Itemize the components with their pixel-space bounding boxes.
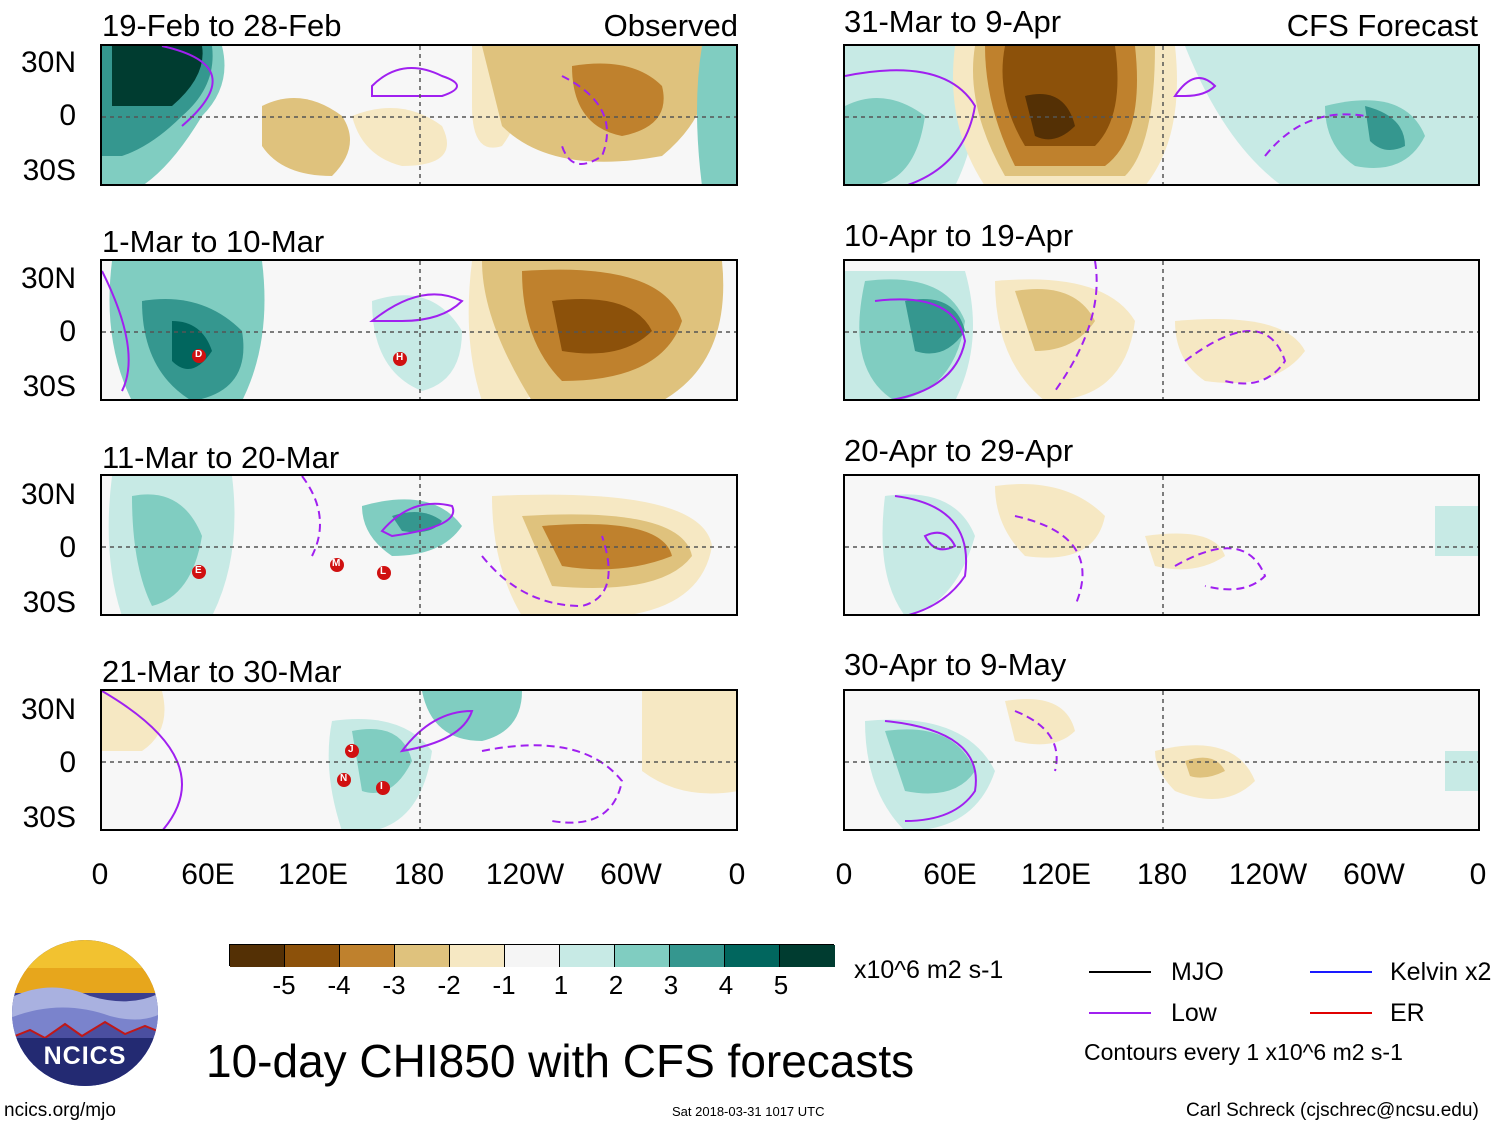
- colorbar-cell: [395, 945, 450, 967]
- lon-label: 180: [393, 858, 445, 891]
- legend-line-kelvin: [1310, 971, 1372, 973]
- map-panel-5: [843, 44, 1480, 186]
- colorbar-tick-label: -1: [492, 970, 516, 1000]
- panel-title: 10-Apr to 19-Apr: [844, 218, 1074, 253]
- logo-text: NCICS: [43, 1042, 127, 1070]
- colorbar-cell: [230, 945, 285, 967]
- colorbar-cell: [560, 945, 615, 967]
- lat-label: 30S: [22, 154, 76, 187]
- map-panel-7: [843, 474, 1480, 616]
- lon-label: 0: [1469, 858, 1487, 891]
- lon-label: 60W: [600, 858, 662, 891]
- colorbar-cell: [670, 945, 725, 967]
- colorbar-tick-label: 5: [773, 970, 789, 1000]
- storm-marker-label: D: [195, 349, 203, 360]
- lon-label: 60W: [1343, 858, 1405, 891]
- lat-label: 30N: [20, 693, 76, 726]
- lat-label: 30S: [22, 586, 76, 619]
- lat-label: 30N: [20, 46, 76, 79]
- storm-marker-label: L: [380, 566, 387, 577]
- storm-marker-label: J: [348, 744, 354, 755]
- footer-url: ncics.org/mjo: [4, 1100, 116, 1121]
- lon-label: 60E: [923, 858, 977, 891]
- colorbar-cell: [505, 945, 560, 967]
- legend-line-er: [1310, 1012, 1372, 1014]
- colorbar-tick-label: -4: [327, 970, 351, 1000]
- lat-label: 0: [59, 746, 76, 779]
- colorbar-units: x10^6 m2 s-1: [854, 956, 1004, 984]
- footer-timestamp: Sat 2018-03-31 1017 UTC: [672, 1104, 825, 1119]
- storm-marker-label: N: [340, 773, 348, 784]
- panel-title: 21-Mar to 30-Mar: [102, 654, 342, 689]
- lon-label: 120W: [485, 858, 565, 891]
- colorbar-tick-label: -2: [437, 970, 461, 1000]
- main-title: 10-day CHI850 with CFS forecasts: [206, 1035, 915, 1087]
- lon-label: 120W: [1228, 858, 1308, 891]
- lat-label: 0: [59, 99, 76, 132]
- colorbar: [229, 944, 835, 967]
- colorbar-tick-label: 2: [608, 970, 624, 1000]
- colorbar-cell: [450, 945, 505, 967]
- lon-label: 0: [91, 858, 109, 891]
- legend-line-low: [1089, 1012, 1151, 1014]
- lat-label: 30S: [22, 370, 76, 403]
- colorbar-tick-label: -5: [272, 970, 296, 1000]
- legend-label: MJO: [1171, 958, 1224, 986]
- lat-label: 30N: [20, 262, 76, 295]
- colorbar-cell: [780, 945, 835, 967]
- map-panel-3: E M L: [100, 474, 738, 616]
- lon-label: 60E: [181, 858, 235, 891]
- lat-label: 0: [59, 315, 76, 348]
- colorbar-tick-label: 1: [553, 970, 569, 1000]
- lat-label: 30N: [20, 478, 76, 511]
- legend-line-mjo: [1089, 971, 1151, 973]
- lon-label: 0: [728, 858, 746, 891]
- panel-title: 20-Apr to 29-Apr: [844, 433, 1074, 468]
- storm-marker-label: H: [396, 352, 404, 363]
- map-panel-8: [843, 689, 1480, 831]
- lat-label: 30S: [22, 801, 76, 834]
- observed-label: Observed: [603, 8, 738, 43]
- lon-label: 0: [835, 858, 853, 891]
- map-panel-6: [843, 259, 1480, 401]
- storm-marker-label: M: [332, 558, 341, 569]
- colorbar-cell: [615, 945, 670, 967]
- colorbar-tick-label: 3: [663, 970, 679, 1000]
- lat-label: 0: [59, 531, 76, 564]
- contours-note: Contours every 1 x10^6 m2 s-1: [1084, 1039, 1403, 1065]
- panel-title: 11-Mar to 20-Mar: [102, 440, 340, 475]
- legend-label: ER: [1390, 999, 1425, 1027]
- colorbar-tick-label: -3: [382, 970, 406, 1000]
- colorbar-cell: [725, 945, 780, 967]
- panel-title: 31-Mar to 9-Apr: [844, 4, 1062, 39]
- panel-title: 1-Mar to 10-Mar: [102, 224, 325, 259]
- colorbar-cell: [340, 945, 395, 967]
- map-panel-4: J N I: [100, 689, 738, 831]
- map-panel-1: [100, 44, 738, 186]
- legend-label: Kelvin x2: [1390, 958, 1492, 986]
- legend-label: Low: [1171, 999, 1217, 1027]
- storm-marker-label: E: [195, 565, 202, 576]
- lon-label: 120E: [277, 858, 349, 891]
- map-panel-2: D H: [100, 259, 738, 401]
- cfs-forecast-label: CFS Forecast: [1286, 8, 1478, 43]
- colorbar-cell: [285, 945, 340, 967]
- panel-title: 19-Feb to 28-Feb: [102, 8, 342, 43]
- colorbar-tick-label: 4: [718, 970, 734, 1000]
- lon-label: 120E: [1020, 858, 1092, 891]
- footer-author: Carl Schreck (cjschrec@ncsu.edu): [1186, 1100, 1479, 1121]
- storm-marker-label: I: [380, 781, 383, 792]
- ncics-logo: NCICS: [10, 938, 160, 1088]
- lon-label: 180: [1136, 858, 1188, 891]
- panel-title: 30-Apr to 9-May: [844, 647, 1067, 682]
